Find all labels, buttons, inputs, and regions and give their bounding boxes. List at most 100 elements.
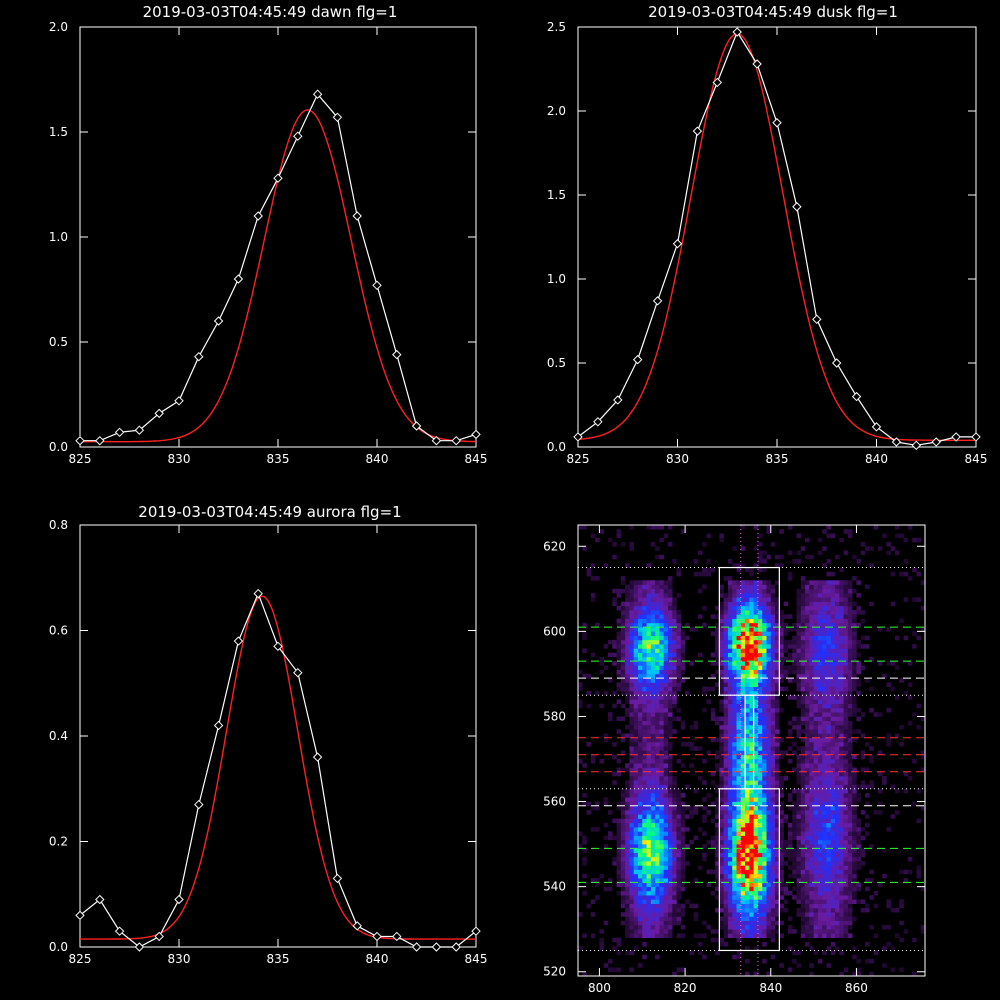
image-pixel bbox=[835, 614, 840, 619]
image-pixel bbox=[860, 899, 866, 904]
image-pixel bbox=[796, 661, 802, 666]
image-pixel bbox=[847, 865, 853, 870]
image-pixel bbox=[637, 767, 643, 773]
image-pixel bbox=[856, 784, 862, 790]
image-pixel bbox=[663, 533, 669, 539]
image-pixel bbox=[667, 593, 673, 598]
dawn-data-point bbox=[174, 396, 184, 406]
dawn-data-point bbox=[352, 211, 362, 221]
image-pixel bbox=[672, 622, 677, 628]
image-pixel bbox=[642, 801, 647, 807]
image-pixel bbox=[766, 869, 772, 875]
image-pixel bbox=[903, 635, 909, 641]
image-pixel bbox=[805, 873, 810, 879]
image-pixel bbox=[629, 844, 634, 849]
image-pixel bbox=[749, 610, 754, 615]
image-pixel bbox=[599, 941, 604, 947]
image-pixel bbox=[740, 588, 746, 594]
image-pixel bbox=[727, 622, 733, 628]
image-pixel bbox=[805, 912, 810, 917]
image-pixel bbox=[740, 929, 746, 934]
image-pixel bbox=[762, 584, 767, 590]
image-pixel bbox=[860, 618, 866, 624]
image-pixel bbox=[753, 873, 759, 879]
image-pixel bbox=[835, 814, 840, 819]
image-pixel bbox=[727, 852, 733, 858]
image-pixel bbox=[835, 644, 840, 649]
image-pixel bbox=[637, 822, 643, 828]
image-pixel bbox=[723, 712, 729, 717]
image-pixel bbox=[817, 861, 823, 866]
image-pixel bbox=[719, 754, 724, 760]
image-pixel bbox=[672, 673, 677, 679]
image-pixel bbox=[890, 686, 896, 692]
image-pixel bbox=[847, 669, 853, 675]
image-pixel bbox=[779, 686, 784, 692]
aurora-data-point bbox=[253, 588, 263, 599]
image-pixel bbox=[629, 724, 634, 730]
image-pixel bbox=[822, 724, 827, 730]
image-pixel bbox=[835, 899, 840, 904]
image-pixel bbox=[800, 916, 806, 921]
image-pixel bbox=[633, 818, 639, 824]
image-pixel bbox=[732, 882, 737, 887]
image-pixel bbox=[655, 644, 660, 649]
image-pixel bbox=[676, 814, 682, 819]
image-pixel bbox=[578, 912, 583, 917]
image-pixel bbox=[865, 678, 870, 683]
image-pixel bbox=[620, 639, 626, 645]
image-pixel bbox=[753, 588, 759, 594]
image-pixel bbox=[813, 844, 819, 849]
image-pixel bbox=[835, 682, 840, 687]
image-pixel bbox=[650, 707, 656, 713]
image-pixel bbox=[655, 869, 660, 875]
image-pixel bbox=[637, 622, 643, 628]
image-pixel bbox=[886, 542, 892, 547]
image-pixel bbox=[667, 639, 673, 645]
image-pixel bbox=[817, 865, 823, 870]
image-pixel bbox=[856, 861, 862, 866]
image-pixel bbox=[723, 822, 729, 828]
image-pixel bbox=[835, 890, 840, 896]
image-pixel bbox=[736, 827, 742, 832]
image-pixel bbox=[809, 610, 814, 615]
image-pixel bbox=[830, 873, 836, 879]
image-pixel bbox=[646, 618, 652, 624]
image-pixel bbox=[830, 627, 836, 632]
image-pixel bbox=[809, 593, 814, 598]
image-pixel bbox=[757, 737, 763, 743]
image-pixel bbox=[847, 852, 853, 858]
image-pixel bbox=[667, 784, 673, 790]
image-pixel bbox=[745, 920, 750, 926]
image-pixel bbox=[646, 788, 652, 794]
image-pixel bbox=[702, 797, 707, 802]
image-pixel bbox=[835, 771, 840, 777]
image-pixel bbox=[903, 878, 909, 883]
image-pixel bbox=[779, 835, 784, 841]
image-pixel bbox=[770, 614, 776, 619]
image-pixel bbox=[800, 907, 806, 913]
image-pixel bbox=[757, 627, 763, 632]
image-pixel bbox=[620, 797, 626, 802]
image-pixel bbox=[796, 856, 802, 862]
image-pixel bbox=[659, 805, 664, 811]
image-pixel bbox=[740, 873, 746, 879]
image-pixel bbox=[736, 929, 742, 934]
image-pixel bbox=[646, 695, 652, 700]
image-pixel bbox=[852, 895, 857, 900]
image-pixel bbox=[817, 929, 823, 934]
image-pixel bbox=[745, 958, 750, 964]
image-pixel bbox=[796, 669, 802, 675]
image-pixel bbox=[813, 848, 819, 853]
image-pixel bbox=[809, 648, 814, 653]
image-pixel bbox=[723, 856, 729, 862]
image-pixel bbox=[616, 648, 622, 653]
image-pixel bbox=[852, 822, 857, 828]
image-pixel bbox=[800, 852, 806, 858]
dusk-data-line bbox=[577, 30, 976, 446]
image-pixel bbox=[736, 856, 742, 862]
image-pixel bbox=[655, 720, 660, 726]
image-pixel bbox=[839, 861, 844, 866]
dawn-data-point bbox=[471, 429, 481, 440]
image-pixel bbox=[847, 627, 853, 632]
